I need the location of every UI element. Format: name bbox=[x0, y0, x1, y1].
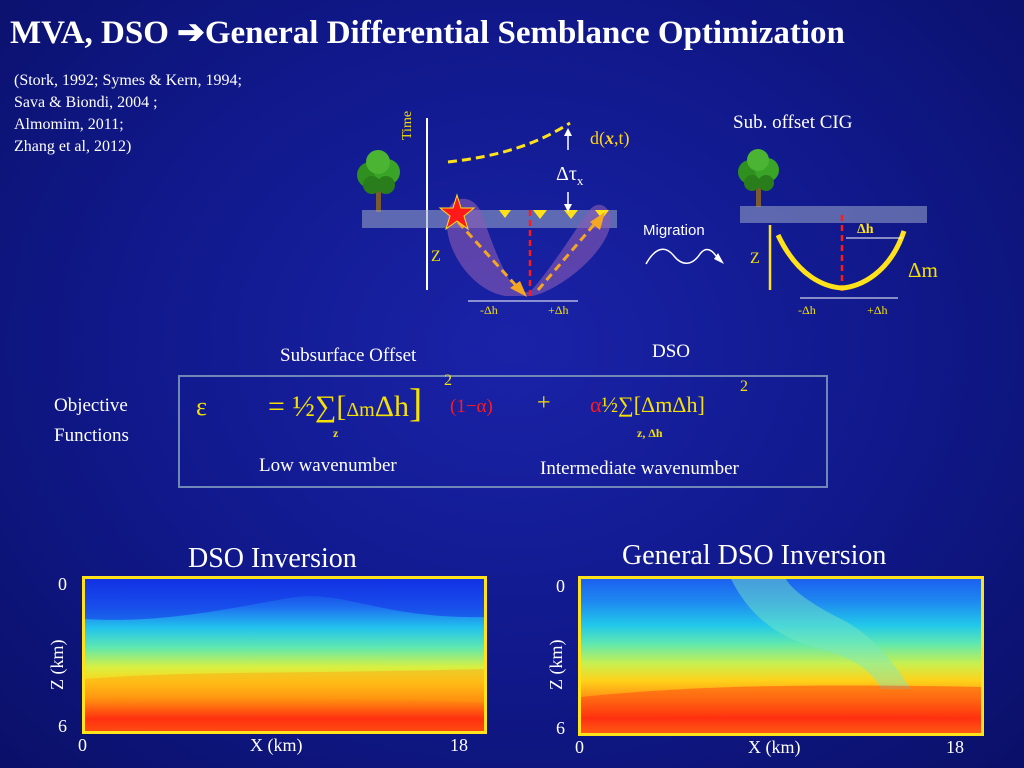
x-tick-left-right: 0 bbox=[575, 737, 584, 757]
objective-functions-label: Objective Functions bbox=[54, 395, 129, 446]
equation-term2: α½∑[ΔmΔh] bbox=[590, 392, 705, 417]
general-dso-inversion-image bbox=[578, 576, 984, 736]
one-minus-alpha: (1−α) bbox=[450, 396, 493, 417]
sum-subscript-zh: z, Δh bbox=[637, 426, 663, 440]
y-axis-label-left: Z (km) bbox=[47, 639, 67, 690]
migration-label: Migration bbox=[643, 222, 705, 239]
cig-diagram-right bbox=[738, 149, 927, 299]
minus-h-label-left: -Δh bbox=[480, 303, 498, 317]
dso-diagram-left bbox=[357, 118, 617, 302]
z-axis-label-left: Z bbox=[431, 248, 441, 265]
sub-offset-cig-title: Sub. offset CIG bbox=[733, 112, 853, 133]
x-tick-right-left: 18 bbox=[450, 735, 468, 755]
title-part2: General Differential Semblance Optimizat… bbox=[204, 15, 845, 51]
x-axis-label-right: X (km) bbox=[748, 737, 801, 757]
traveltime-curve bbox=[447, 121, 571, 164]
dso-label: DSO bbox=[652, 341, 691, 362]
equation-term1: = ½∑[ΔmΔh] bbox=[268, 380, 423, 425]
plus-h-label-right: +Δh bbox=[867, 303, 888, 317]
x-tick-left-left: 0 bbox=[78, 735, 87, 755]
sum-subscript-z: z bbox=[333, 426, 339, 440]
plus-sign: + bbox=[537, 390, 551, 416]
migration-arrow-icon bbox=[645, 248, 724, 265]
right-arrow-icon: ➔ bbox=[177, 15, 205, 51]
low-wavenumber-label: Low wavenumber bbox=[259, 455, 397, 476]
minus-h-label-right: -Δh bbox=[798, 303, 816, 317]
delta-tau-label: Δτx bbox=[556, 163, 584, 188]
intermediate-wavenumber-label: Intermediate wavenumber bbox=[540, 458, 739, 479]
general-dso-inversion-title: General DSO Inversion bbox=[622, 540, 887, 571]
title-part1: MVA, DSO bbox=[10, 15, 178, 51]
square-exponent-1: 2 bbox=[444, 372, 452, 389]
y-tick-top-right: 0 bbox=[556, 576, 565, 596]
dso-inversion-image bbox=[82, 576, 487, 734]
wavepath-region bbox=[446, 198, 611, 296]
surface-bar-right bbox=[740, 206, 927, 223]
y-tick-top-left: 0 bbox=[58, 574, 67, 594]
delta-m-label: Δm bbox=[908, 258, 938, 282]
slide-title: MVA, DSO ➔General Differential Semblance… bbox=[10, 12, 845, 52]
surface-bar bbox=[362, 210, 617, 228]
tree-icon bbox=[357, 150, 400, 212]
data-label: d(x,t) bbox=[590, 128, 630, 148]
y-tick-bottom-right: 6 bbox=[556, 718, 565, 738]
reference-line: (Stork, 1992; Symes & Kern, 1994; bbox=[14, 72, 242, 89]
plus-h-label-left: +Δh bbox=[548, 303, 569, 317]
tree-icon bbox=[738, 149, 779, 207]
y-tick-bottom-left: 6 bbox=[58, 716, 67, 736]
z-axis-label-right: Z bbox=[750, 250, 760, 267]
reference-line: Almomim, 2011; bbox=[14, 116, 124, 133]
references: (Stork, 1992; Symes & Kern, 1994; Sava &… bbox=[14, 70, 242, 158]
epsilon-symbol: ε bbox=[196, 392, 207, 421]
x-axis-label-left: X (km) bbox=[250, 735, 303, 755]
reference-line: Zhang et al, 2012) bbox=[14, 138, 132, 155]
delta-h-label: Δh bbox=[857, 222, 874, 237]
objective-equation-box bbox=[178, 375, 828, 488]
cig-event-curve bbox=[775, 230, 907, 291]
source-star-icon bbox=[438, 193, 476, 231]
y-axis-label-right: Z (km) bbox=[546, 639, 566, 690]
square-exponent-2: 2 bbox=[740, 378, 748, 395]
dso-inversion-title: DSO Inversion bbox=[188, 543, 357, 574]
subsurface-offset-label: Subsurface Offset bbox=[280, 345, 417, 366]
x-tick-right-right: 18 bbox=[946, 737, 964, 757]
reference-line: Sava & Biondi, 2004 ; bbox=[14, 94, 158, 111]
time-axis-label: Time bbox=[400, 110, 415, 140]
